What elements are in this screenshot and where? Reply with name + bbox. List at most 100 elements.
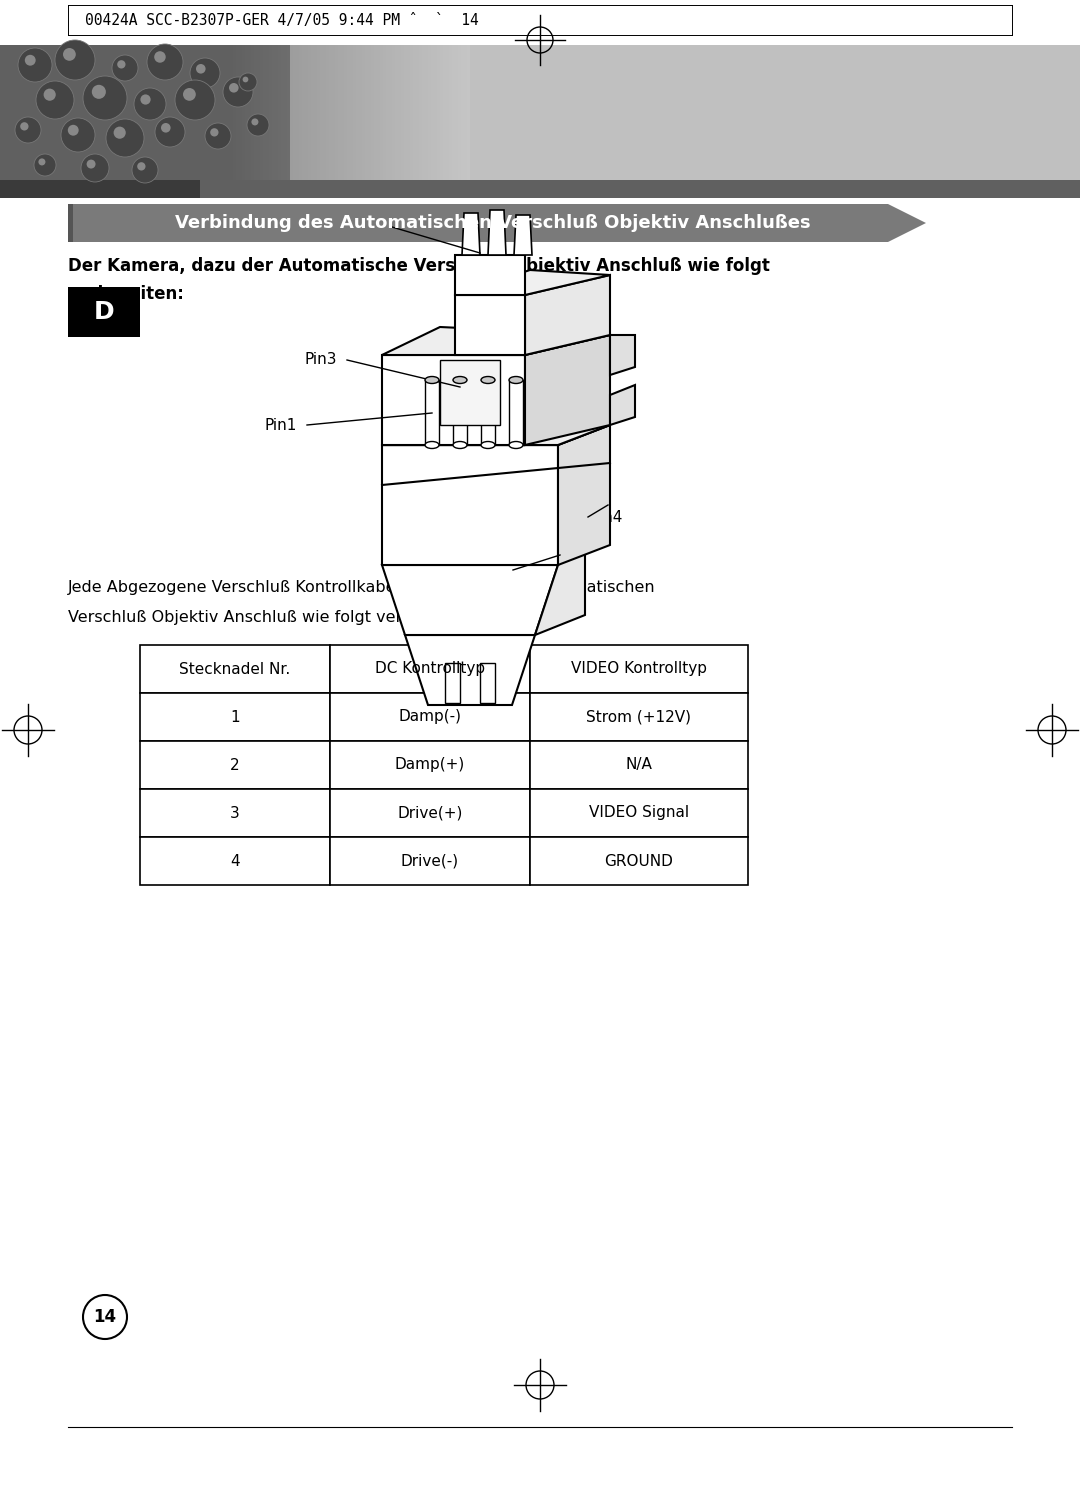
Bar: [530, 789, 748, 838]
Text: DC Kontrolltyp: DC Kontrolltyp: [375, 661, 485, 677]
Bar: [320, 45, 323, 180]
Bar: [374, 45, 377, 180]
Bar: [323, 45, 326, 180]
Bar: [296, 45, 299, 180]
Bar: [356, 45, 359, 180]
Bar: [413, 45, 416, 180]
Bar: [422, 45, 426, 180]
Bar: [0, 180, 200, 198]
Circle shape: [252, 119, 258, 125]
Text: Jede Abgezogene Verschluß Kontrollkabel Leitung zu dem automatischen: Jede Abgezogene Verschluß Kontrollkabel …: [68, 581, 656, 595]
Text: Pin2: Pin2: [515, 567, 548, 582]
Bar: [455, 45, 458, 180]
Bar: [330, 693, 530, 741]
Bar: [140, 693, 330, 741]
Text: 14: 14: [94, 1308, 117, 1326]
Polygon shape: [382, 327, 610, 355]
Text: Der Kamera, dazu der Automatische Verschluß Objektiv Anschluß wie folgt: Der Kamera, dazu der Automatische Versch…: [68, 257, 770, 275]
Bar: [464, 45, 467, 180]
Bar: [353, 45, 356, 180]
Circle shape: [112, 55, 138, 82]
Text: Pin1: Pin1: [265, 417, 297, 432]
Bar: [431, 45, 434, 180]
Bar: [362, 45, 365, 180]
Circle shape: [18, 48, 52, 82]
Text: 2: 2: [230, 757, 240, 772]
Polygon shape: [888, 203, 926, 242]
Bar: [308, 45, 311, 180]
Text: Verschluß Objektiv Anschluß wie folgt verbinden.: Verschluß Objektiv Anschluß wie folgt ve…: [68, 610, 462, 625]
Circle shape: [68, 125, 79, 135]
Bar: [293, 45, 296, 180]
Text: Drive(-): Drive(-): [401, 854, 459, 869]
Bar: [281, 45, 284, 180]
Bar: [341, 45, 345, 180]
Bar: [372, 45, 374, 180]
Text: GROUND: GROUND: [605, 854, 674, 869]
Bar: [266, 45, 269, 180]
Polygon shape: [455, 296, 525, 355]
Bar: [239, 45, 242, 180]
Polygon shape: [610, 336, 635, 376]
Circle shape: [190, 58, 220, 88]
Bar: [68, 287, 140, 337]
Circle shape: [183, 88, 195, 101]
Circle shape: [60, 117, 95, 151]
Polygon shape: [382, 425, 610, 446]
Bar: [275, 45, 278, 180]
Text: Rb: Rb: [370, 220, 390, 235]
Bar: [326, 45, 329, 180]
Bar: [368, 45, 372, 180]
Circle shape: [247, 114, 269, 137]
Bar: [386, 45, 389, 180]
Bar: [458, 45, 461, 180]
Bar: [233, 45, 237, 180]
Bar: [330, 789, 530, 838]
Bar: [330, 838, 530, 885]
Text: Stecknadel Nr.: Stecknadel Nr.: [179, 661, 291, 677]
Circle shape: [175, 80, 215, 120]
Text: Verbindung des Automatischen Verschluß Objektiv Anschlußes: Verbindung des Automatischen Verschluß O…: [175, 214, 811, 232]
Ellipse shape: [426, 377, 438, 383]
Circle shape: [134, 88, 166, 120]
Bar: [257, 45, 260, 180]
Circle shape: [83, 1295, 127, 1339]
Bar: [401, 45, 404, 180]
Bar: [530, 644, 748, 693]
Bar: [305, 45, 308, 180]
Bar: [140, 644, 330, 693]
Bar: [330, 741, 530, 789]
Bar: [530, 838, 748, 885]
Circle shape: [113, 126, 125, 138]
Bar: [245, 45, 248, 180]
Circle shape: [195, 64, 205, 74]
Bar: [345, 45, 347, 180]
Bar: [365, 45, 368, 180]
Bar: [242, 45, 245, 180]
Bar: [404, 45, 407, 180]
Bar: [389, 45, 392, 180]
Bar: [383, 45, 386, 180]
Ellipse shape: [481, 441, 495, 448]
Polygon shape: [480, 662, 495, 702]
Circle shape: [15, 117, 41, 143]
Circle shape: [222, 77, 253, 107]
Bar: [440, 45, 443, 180]
Bar: [248, 45, 251, 180]
Circle shape: [118, 61, 125, 68]
Polygon shape: [488, 209, 507, 255]
Bar: [380, 45, 383, 180]
Bar: [302, 45, 305, 180]
Polygon shape: [481, 380, 495, 446]
Ellipse shape: [509, 441, 523, 448]
Ellipse shape: [509, 377, 523, 383]
Bar: [467, 45, 470, 180]
Text: 3: 3: [230, 805, 240, 821]
Bar: [140, 789, 330, 838]
Circle shape: [43, 89, 56, 101]
Bar: [419, 45, 422, 180]
Polygon shape: [382, 446, 558, 564]
Bar: [284, 45, 287, 180]
Text: Drive(+): Drive(+): [397, 805, 462, 821]
Bar: [434, 45, 437, 180]
